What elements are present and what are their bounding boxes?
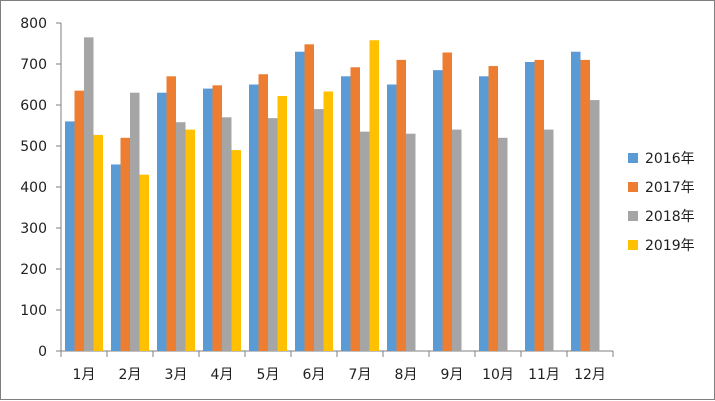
bar-2017年-2月	[120, 137, 130, 351]
bar-2017年-9月	[442, 52, 452, 352]
legend-swatch	[628, 240, 638, 250]
y-tick-label: 300	[20, 221, 47, 237]
bar-2016年-9月	[433, 70, 443, 352]
x-tick-label: 2月	[119, 367, 142, 383]
x-tick-label: 6月	[303, 367, 326, 383]
bar-2018年-9月	[452, 129, 462, 351]
bar-2017年-8月	[396, 59, 406, 352]
legend-label: 2019年	[645, 238, 695, 254]
bar-2017年-4月	[212, 85, 222, 351]
y-tick-label: 200	[20, 262, 47, 278]
bar-2018年-12月	[590, 100, 600, 351]
x-tick-label: 3月	[165, 367, 188, 383]
bar-2017年-1月	[74, 90, 84, 352]
bar-2019年-2月	[139, 174, 149, 351]
bar-2017年-3月	[166, 76, 176, 352]
y-tick-label: 500	[20, 139, 47, 155]
bar-2019年-3月	[185, 129, 195, 351]
bar-2016年-5月	[249, 84, 259, 351]
bar-2019年-7月	[369, 40, 379, 351]
bar-2017年-7月	[350, 67, 360, 351]
bar-2016年-2月	[111, 164, 121, 351]
bar-2018年-6月	[314, 109, 324, 351]
x-tick-label: 1月	[73, 367, 96, 383]
x-tick-label: 4月	[211, 367, 234, 383]
y-tick-label: 100	[20, 303, 47, 319]
x-tick-label: 8月	[395, 367, 418, 383]
legend: 2016年 2017年 2018年 2019年	[628, 151, 695, 254]
bar-2019年-1月	[93, 134, 103, 351]
bar-2016年-3月	[157, 92, 167, 351]
y-tick-label: 0	[38, 344, 47, 360]
x-tick-label: 7月	[349, 367, 372, 383]
bar-2017年-11月	[534, 59, 544, 352]
y-tick-label: 700	[20, 57, 47, 73]
bar-2018年-11月	[544, 129, 554, 351]
x-axis-ticks: 1月 2月 3月 4月 5月 6月 7月 8月 9月 10月 11月 12月	[60, 351, 614, 383]
legend-swatch	[628, 182, 638, 192]
bar-2016年-11月	[525, 61, 535, 351]
legend-label: 2016年	[645, 151, 695, 167]
bar-2019年-5月	[277, 95, 287, 351]
bar-2016年-7月	[341, 76, 351, 352]
bar-2019年-4月	[231, 150, 241, 351]
x-tick-label: 11月	[528, 367, 560, 383]
bar-2016年-8月	[387, 84, 397, 351]
bar-2017年-10月	[488, 66, 498, 352]
bar-2017年-6月	[304, 44, 314, 351]
y-tick-label: 600	[20, 98, 47, 114]
x-tick-label: 5月	[257, 367, 280, 383]
legend-label: 2018年	[645, 209, 695, 225]
x-tick-label: 12月	[574, 367, 606, 383]
bar-2018年-1月	[84, 37, 94, 351]
bar-2017年-5月	[258, 74, 268, 351]
bar-2018年-5月	[268, 118, 278, 352]
bar-2018年-3月	[176, 122, 186, 351]
bar-2016年-12月	[571, 51, 581, 351]
bar-2018年-10月	[498, 137, 508, 351]
x-tick-label: 10月	[482, 367, 514, 383]
y-tick-label: 400	[20, 180, 47, 196]
x-tick-label: 9月	[441, 367, 464, 383]
bar-2018年-8月	[406, 133, 416, 351]
bar-2016年-4月	[203, 88, 213, 351]
legend-label: 2017年	[645, 180, 695, 196]
bar-2018年-7月	[360, 131, 370, 351]
y-tick-label: 800	[20, 16, 47, 32]
bars	[65, 37, 600, 352]
bar-2016年-1月	[65, 121, 75, 352]
bar-2016年-6月	[295, 51, 305, 351]
bar-2017年-12月	[580, 59, 590, 352]
bar-2019年-6月	[323, 91, 333, 351]
legend-swatch	[628, 211, 638, 221]
bar-2018年-2月	[130, 92, 140, 351]
bar-2016年-10月	[479, 76, 489, 352]
y-axis-ticks: 0 100 200 300 400 500 600 700 800	[20, 16, 61, 360]
bar-2018年-4月	[222, 117, 232, 351]
legend-swatch	[628, 153, 638, 163]
